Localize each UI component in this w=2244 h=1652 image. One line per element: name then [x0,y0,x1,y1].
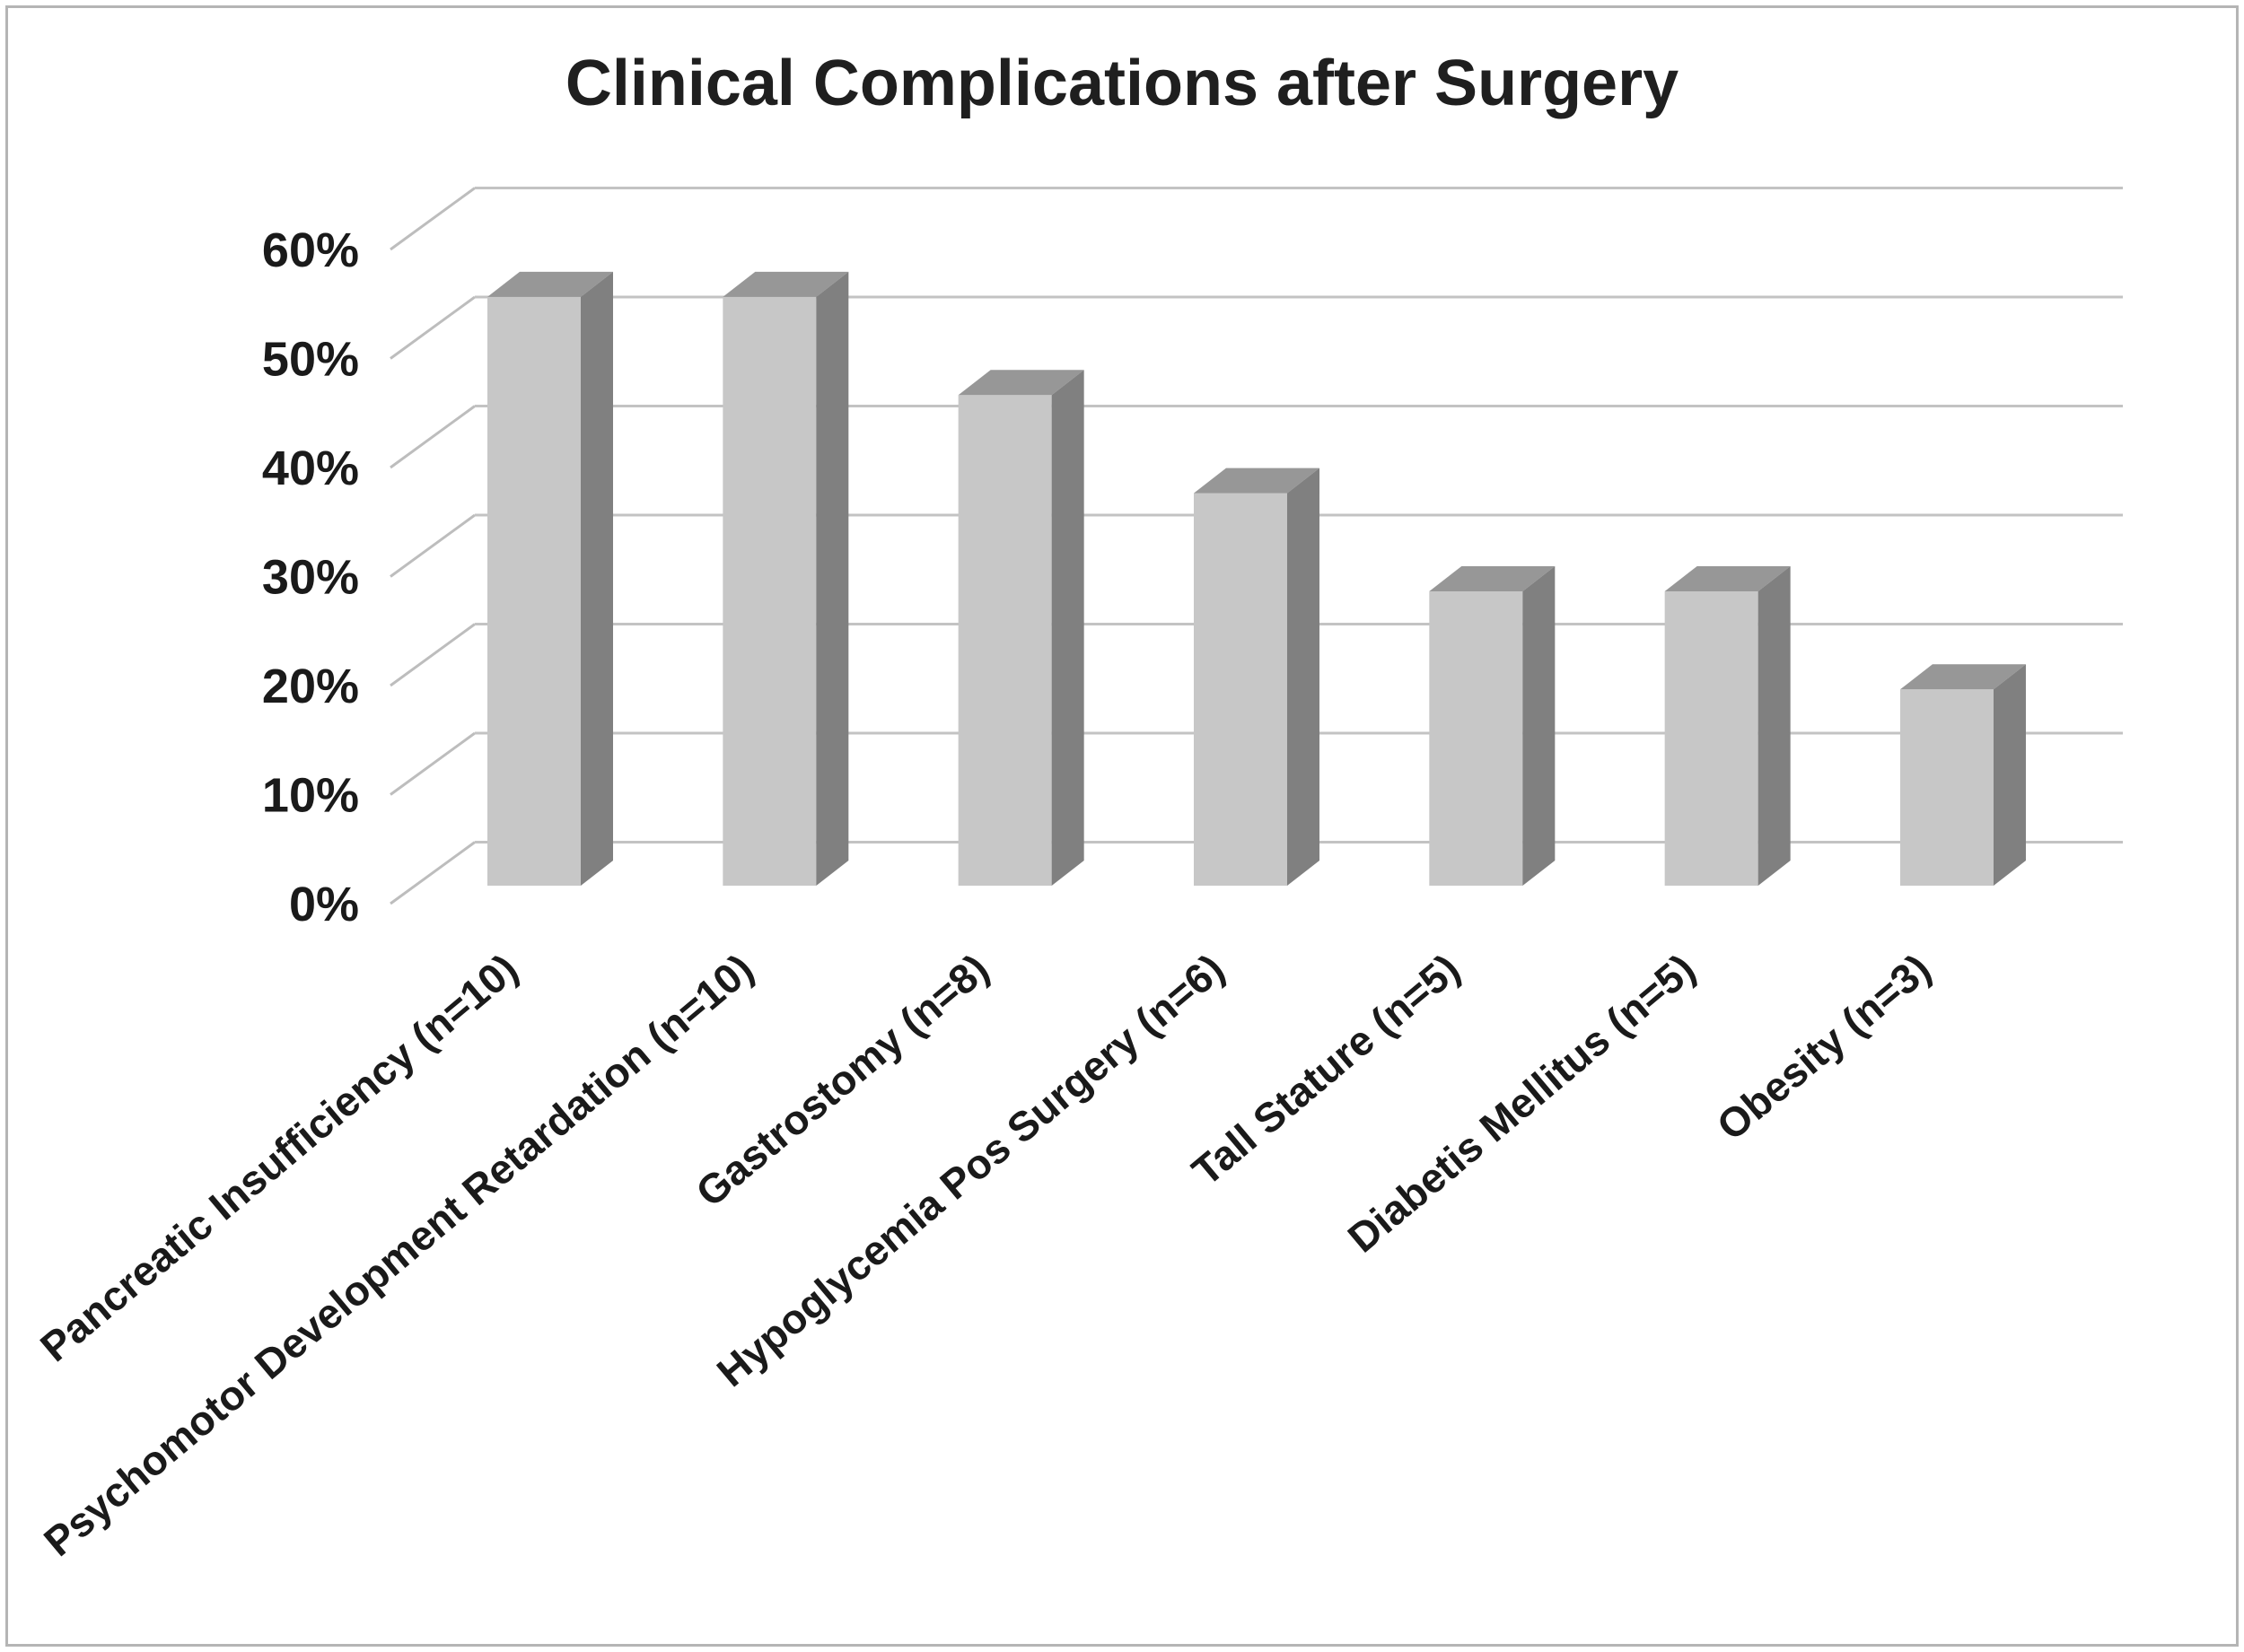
ytick-label: 30% [262,551,359,605]
ytick-diagonal [390,731,476,796]
bar-front [487,296,581,886]
bar-side [1758,565,1791,886]
bar-front [1193,493,1287,886]
chart-title: Clinical Complications after Surgery [565,48,1679,119]
bar-front [1664,590,1758,886]
bar-top [1193,468,1319,494]
ytick-label: 60% [262,223,359,277]
ytick-label: 50% [262,333,359,387]
bar-front [723,296,817,886]
category-label: Pancreatic Insufficiency (n=10) [31,945,526,1370]
bar-side [1286,468,1319,886]
ytick-diagonal [390,295,476,360]
category-label: Obesity (n=3) [1708,945,1940,1149]
bar-side [816,271,849,886]
category-label: Hypoglycemia Pos Surgery (n=6) [708,945,1233,1395]
ytick-diagonal [390,513,476,578]
ytick-label: 40% [262,441,359,495]
bar-top [487,271,613,297]
ytick-diagonal [390,187,476,251]
ytick-label: 10% [262,769,359,823]
ytick-diagonal [390,405,476,469]
bar-front [1899,689,1994,886]
ytick-label: 0% [289,878,359,931]
bar-top [958,370,1084,396]
ytick-diagonal [390,841,476,905]
bar-top [723,271,849,297]
bar-side [1051,370,1084,886]
bar-top [1429,565,1556,591]
ytick-label: 20% [262,660,359,713]
bar-front [958,395,1052,886]
bar-front [1429,590,1523,886]
bar-side [1522,565,1556,886]
bar-side [581,271,613,886]
ytick-diagonal [390,623,476,687]
bar-top [1664,565,1791,591]
bar-side [1993,664,2026,886]
bar-top [1899,664,2026,690]
